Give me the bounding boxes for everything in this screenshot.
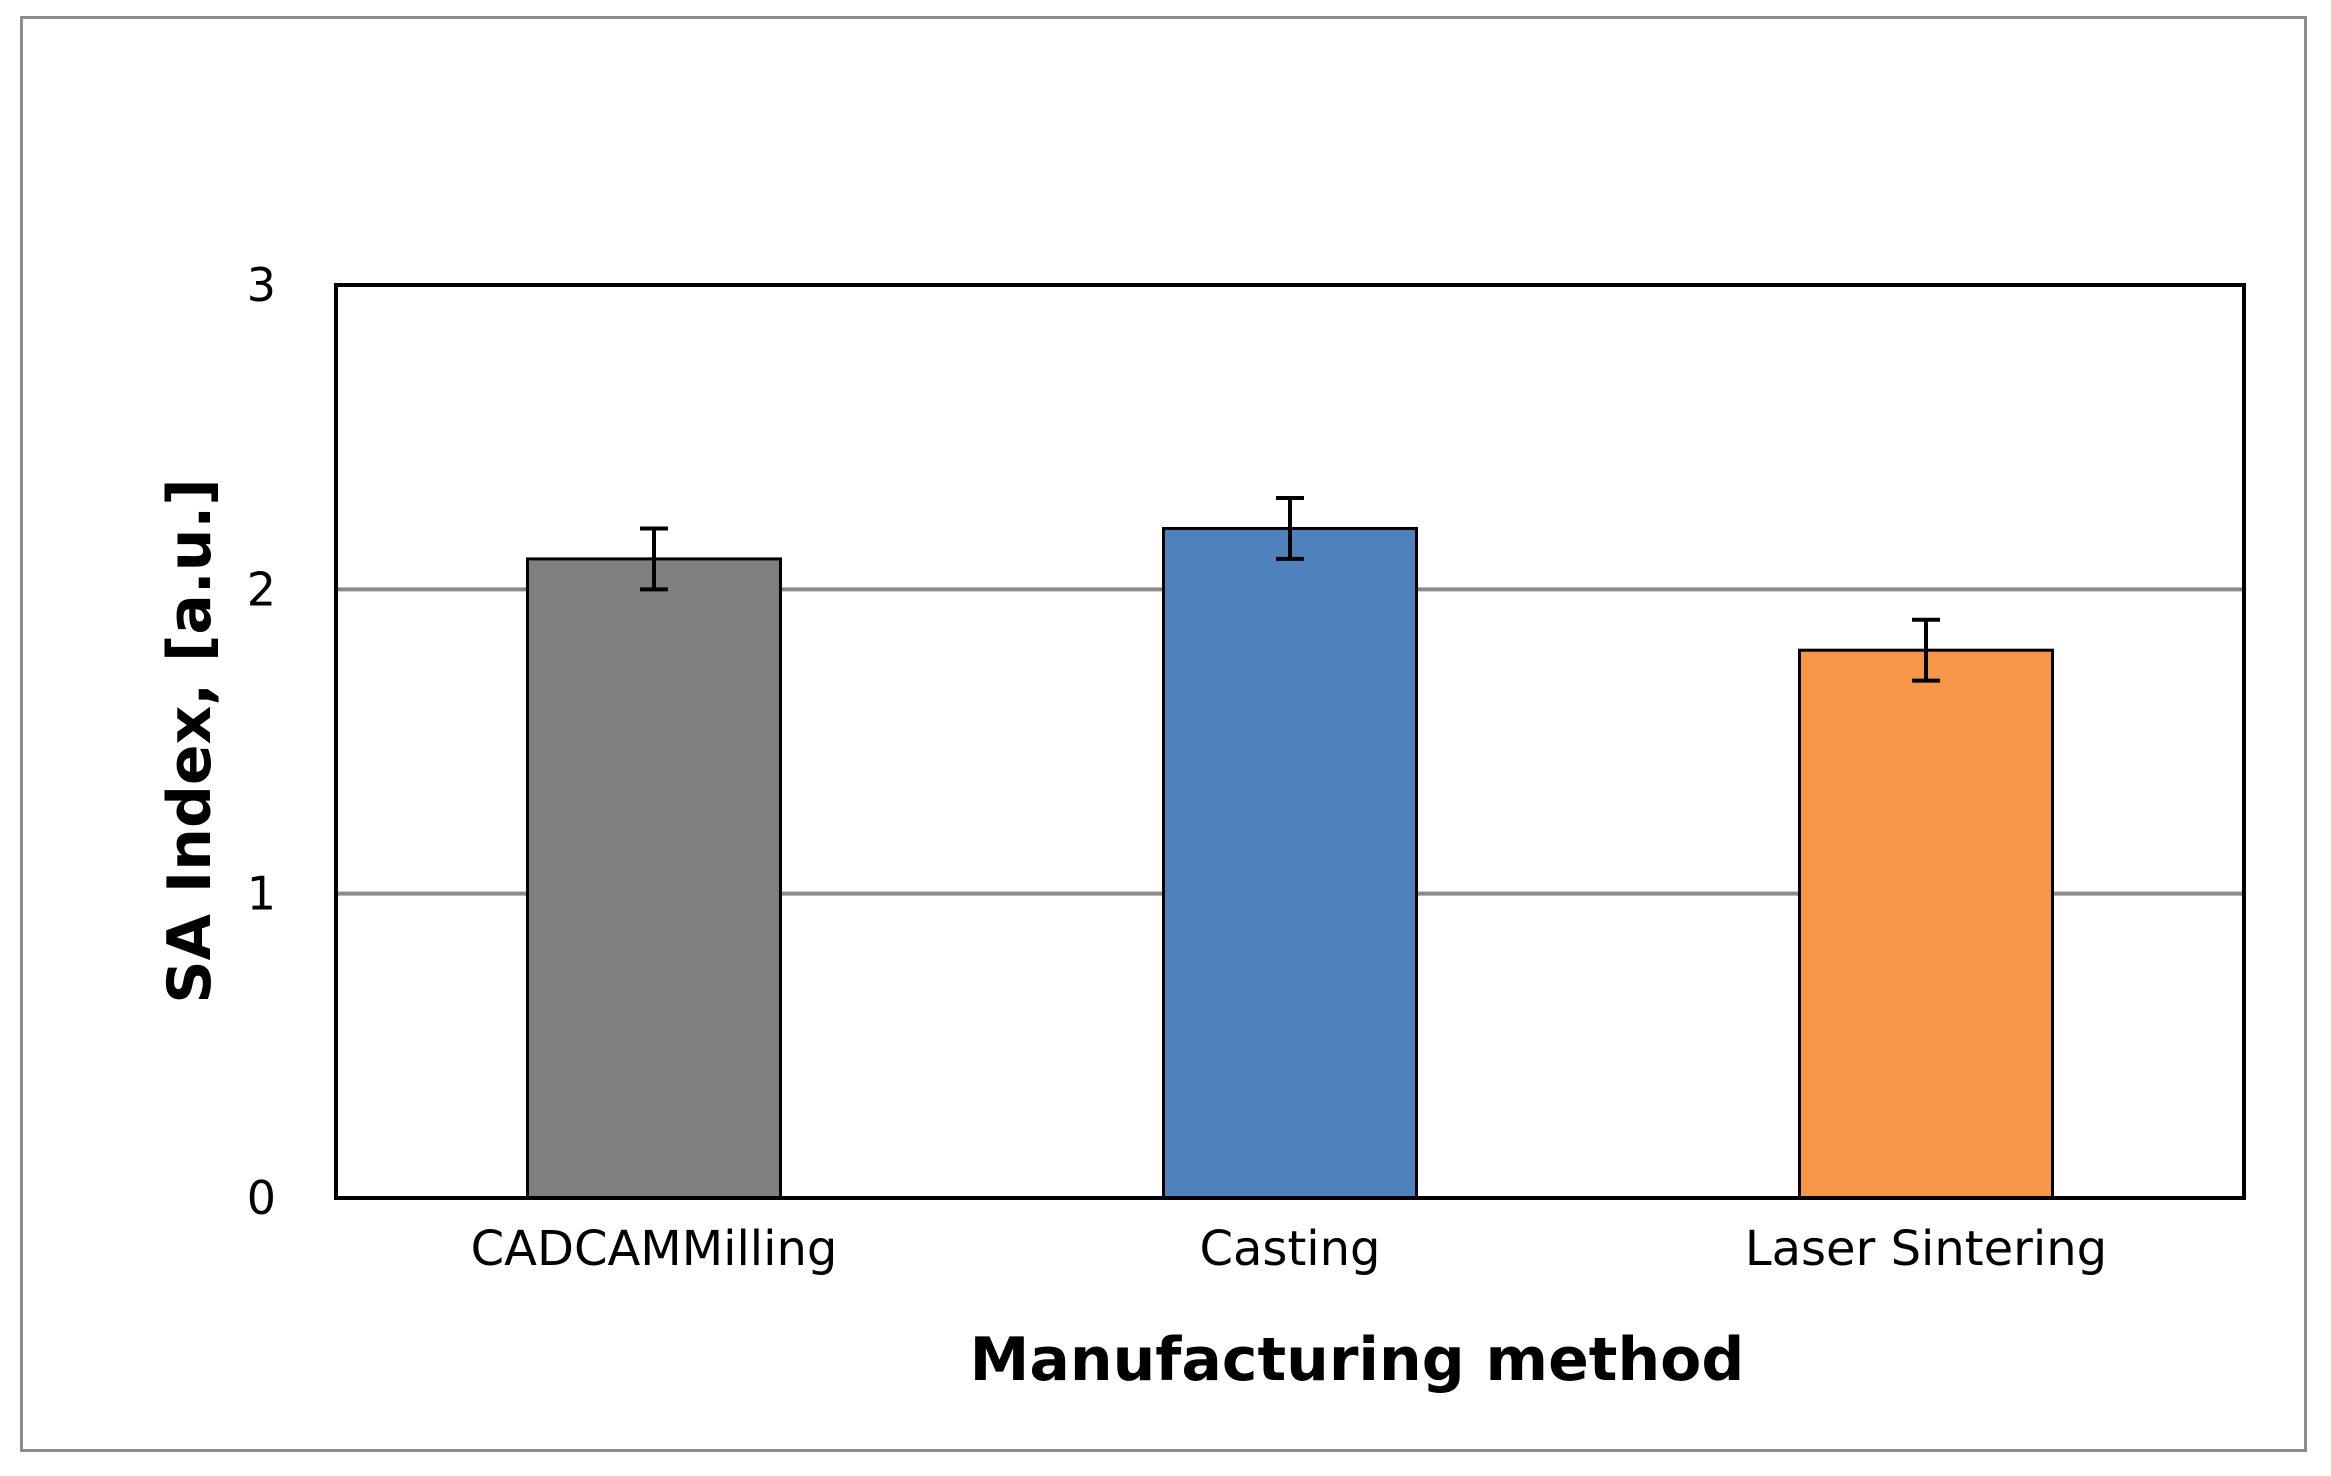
error-bars: [640, 496, 1940, 683]
x-tick-label-casting: Casting: [1200, 1221, 1381, 1277]
bar-cadcammilling: [526, 557, 782, 1200]
y-axis-ticks: 0 1 2 3: [247, 258, 276, 1225]
bar-casting: [1162, 526, 1418, 1200]
bars: [526, 526, 2054, 1200]
error-bar-laser-sintering: [1912, 617, 1940, 683]
x-tick-label-cadcammilling: CADCAMMilling: [471, 1221, 838, 1277]
x-tick-label-laser-sintering: Laser Sintering: [1745, 1221, 2107, 1277]
error-bar-casting: [1276, 496, 1304, 561]
error-bar-cadcammilling: [640, 526, 668, 592]
y-tick-label-0: 0: [247, 1171, 276, 1225]
y-tick-label-2: 2: [247, 562, 276, 616]
y-axis-title: SA Index, [a.u.]: [155, 478, 225, 1003]
y-tick-label-1: 1: [247, 867, 276, 921]
x-axis-category-labels: CADCAMMilling Casting Laser Sintering: [471, 1221, 2107, 1277]
y-tick-label-3: 3: [247, 258, 276, 312]
x-axis-title: Manufacturing method: [970, 1325, 1745, 1395]
bar-laser-sintering: [1798, 648, 2054, 1200]
